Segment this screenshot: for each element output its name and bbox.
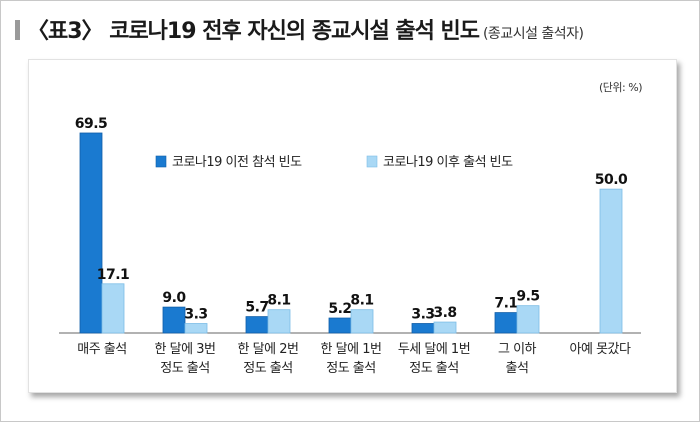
category-label-2-0: 한 달에 2번 — [238, 342, 299, 357]
value-label-s1-4: 3.3 — [411, 307, 434, 323]
bar-s2-0 — [101, 283, 125, 334]
category-label-5-0: 그 이하 — [498, 342, 537, 357]
category-label-1-1: 정도 출석 — [160, 361, 209, 376]
bar-s2-6 — [599, 188, 623, 334]
title-main-text: 〈표3〉 코로나19 전후 자신의 종교시설 출석 빈도 — [27, 19, 480, 44]
legend-swatch-1 — [155, 155, 167, 168]
title-marker — [15, 20, 20, 40]
value-label-s2-3: 8.1 — [350, 293, 373, 309]
bar-s1-5 — [494, 312, 518, 334]
category-label-1-0: 한 달에 3번 — [155, 342, 216, 357]
bar-s2-2 — [267, 309, 291, 334]
bar-s2-3 — [350, 309, 374, 334]
chart-title: 〈표3〉 코로나19 전후 자신의 종교시설 출석 빈도 (종교시설 출석자) — [27, 13, 584, 45]
category-label-3-0: 한 달에 1번 — [321, 342, 382, 357]
chart-subtitle: (종교시설 출석자) — [482, 26, 584, 42]
legend-label-2: 코로나19 이후 출석 빈도 — [383, 155, 513, 170]
bar-s2-1 — [184, 323, 208, 334]
unit-label: (단위: %) — [599, 81, 642, 94]
category-label-2-1: 정도 출석 — [243, 361, 292, 376]
value-label-s2-6: 50.0 — [595, 172, 628, 188]
value-label-s2-1: 3.3 — [184, 307, 207, 323]
bar-s1-2 — [245, 316, 269, 334]
chart-panel: (단위: %) 69.5 17.1 매주 출석 9.0 3.3 한 달에 3번 정도 출석 5… — [28, 59, 677, 393]
category-label-0-0: 매주 출석 — [77, 342, 126, 357]
category-label-3-1: 정도 출석 — [326, 361, 375, 376]
category-label-5-1: 출석 — [506, 361, 529, 376]
bar-s2-5 — [516, 305, 540, 334]
category-label-4-1: 정도 출석 — [409, 361, 458, 376]
value-label-s2-5: 9.5 — [516, 289, 539, 305]
bar-s1-0 — [79, 132, 103, 334]
legend-label-1: 코로나19 이전 참석 빈도 — [172, 155, 302, 170]
category-label-6-0: 아예 못갔다 — [570, 342, 631, 357]
bar-s2-4 — [433, 321, 457, 334]
value-label-s1-3: 5.2 — [328, 301, 351, 317]
value-label-s2-0: 17.1 — [97, 267, 130, 283]
bar-s1-3 — [328, 317, 352, 334]
bar-s1-1 — [162, 306, 186, 334]
value-label-s1-5: 7.1 — [494, 296, 517, 312]
value-label-s1-1: 9.0 — [162, 290, 186, 306]
legend-swatch-2 — [366, 155, 378, 168]
title-bar: 〈표3〉 코로나19 전후 자신의 종교시설 출석 빈도 (종교시설 출석자) — [9, 9, 689, 45]
value-label-s2-2: 8.1 — [267, 293, 290, 309]
bar-s1-4 — [411, 323, 435, 334]
category-label-4-0: 두세 달에 1번 — [398, 342, 470, 357]
value-label-s2-4: 3.8 — [433, 305, 456, 321]
value-label-s1-0: 69.5 — [75, 116, 108, 132]
value-label-s1-2: 5.7 — [245, 300, 268, 316]
